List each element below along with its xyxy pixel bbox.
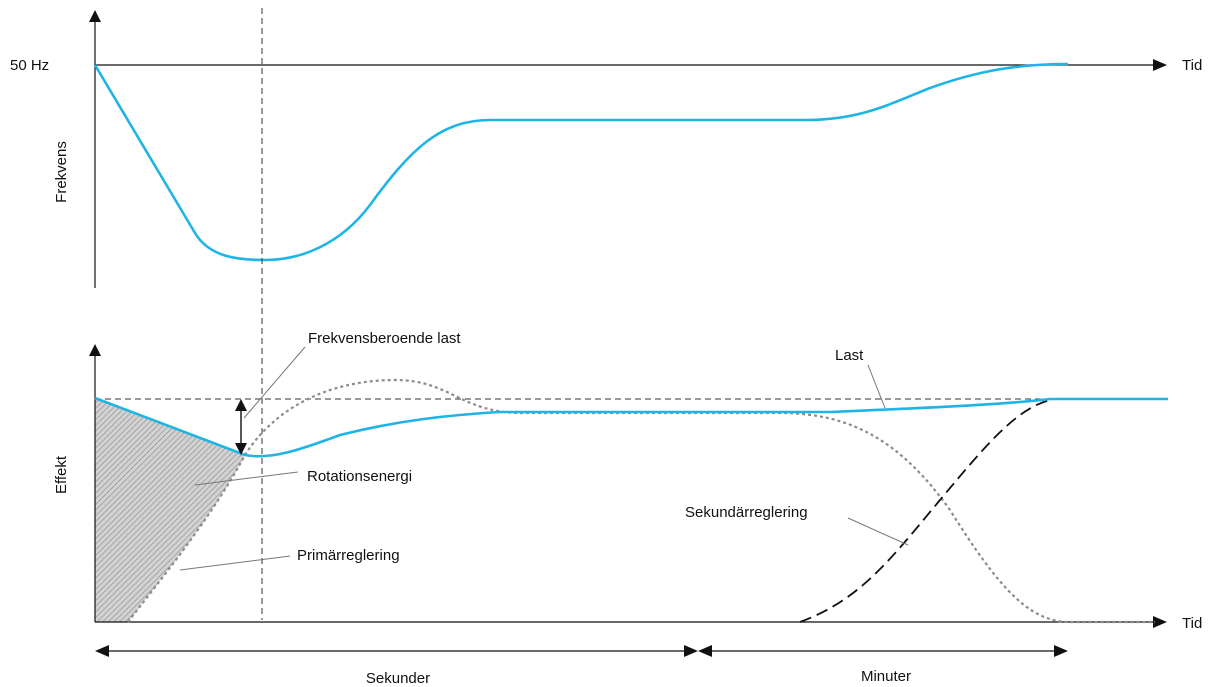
rotation-energy-label: Rotationsenergi	[307, 468, 412, 485]
rotation-energy-leader	[194, 471, 299, 486]
load-label: Last	[835, 347, 864, 364]
load-curve	[94, 396, 1168, 458]
seconds-span-arrow-right	[684, 645, 698, 657]
frequency-dependent-load-arrow-bottom	[235, 443, 247, 455]
seconds-span-arrow-left	[95, 645, 109, 657]
reference-frequency-label: 50 Hz	[10, 57, 49, 74]
power-chart: Tid Effekt Frekvensberoende last Last Ro…	[53, 330, 1202, 632]
seconds-label: Sekunder	[366, 670, 430, 687]
rotation-energy-area	[95, 398, 245, 622]
frequency-y-axis-arrow	[89, 10, 101, 22]
secondary-regulation-curve	[799, 398, 1168, 623]
secondary-regulation-label: Sekundärreglering	[685, 504, 808, 521]
power-time-axis-label: Tid	[1182, 615, 1202, 632]
primary-regulation-leader	[179, 555, 291, 571]
primary-regulation-label: Primärreglering	[297, 547, 400, 564]
frequency-dependent-load-label: Frekvensberoende last	[308, 330, 461, 347]
primary-regulation-curve	[127, 378, 1155, 624]
frequency-curve	[93, 62, 1069, 262]
minutes-span-arrow-left	[698, 645, 712, 657]
minutes-label: Minuter	[861, 668, 911, 685]
secondary-regulation-leader	[847, 517, 909, 546]
time-scale: Sekunder Minuter	[95, 645, 1068, 687]
minutes-span-arrow-right	[1054, 645, 1068, 657]
frequency-x-axis-arrow	[1153, 59, 1167, 71]
frequency-dependent-load-leader	[243, 346, 306, 419]
load-leader	[867, 364, 886, 409]
frequency-chart: 50 Hz Tid Frekvens	[10, 10, 1202, 288]
power-y-axis-arrow	[89, 344, 101, 356]
power-axis-label: Effekt	[53, 455, 70, 494]
power-x-axis-arrow	[1153, 616, 1167, 628]
frequency-axis-label: Frekvens	[53, 141, 70, 203]
frequency-time-axis-label: Tid	[1182, 57, 1202, 74]
frequency-dependent-load-arrow-top	[235, 399, 247, 411]
